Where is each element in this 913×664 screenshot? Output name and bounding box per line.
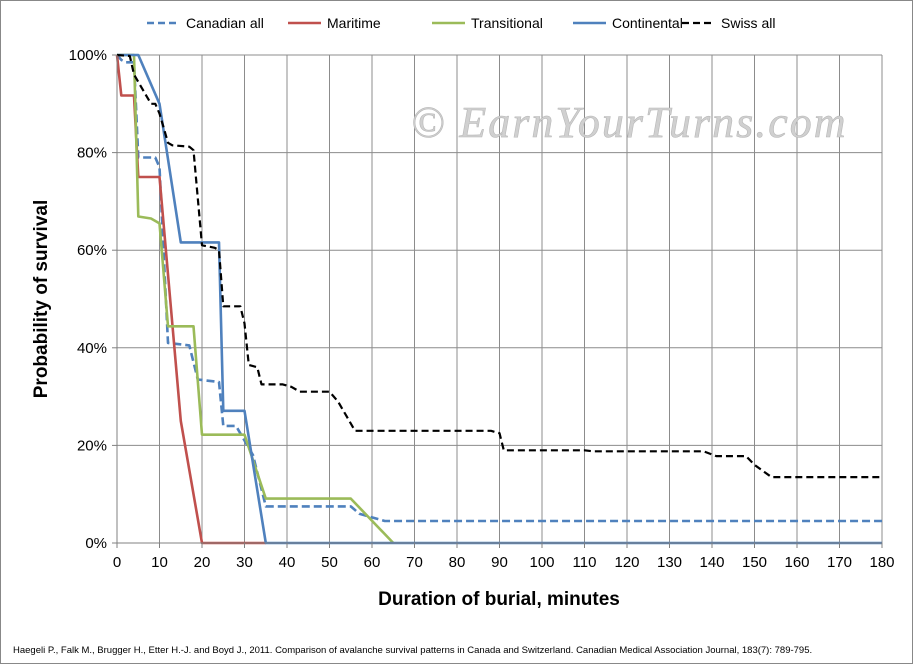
y-tick-label: 80% bbox=[77, 145, 107, 162]
y-tick-label: 0% bbox=[85, 535, 107, 552]
series-line-maritime bbox=[115, 54, 266, 545]
x-tick-labels: 0 10 20 30 40 50 60 70 80 90 100 110 120 130 140 150 160… bbox=[113, 554, 895, 571]
x-tick-label: 60 bbox=[364, 554, 381, 571]
legend-label: Transitional bbox=[471, 15, 543, 31]
x-tick-label: 150 bbox=[742, 554, 767, 571]
y-tick-label: 60% bbox=[77, 242, 107, 259]
series-layer bbox=[115, 53, 882, 545]
x-tick-label: 130 bbox=[657, 554, 682, 571]
x-axis-title: Duration of burial, minutes bbox=[378, 589, 620, 610]
x-tick-label: 50 bbox=[321, 554, 338, 571]
x-tick-label: 10 bbox=[151, 554, 168, 571]
x-tick-label: 160 bbox=[784, 554, 809, 571]
x-tick-label: 120 bbox=[614, 554, 639, 571]
legend-label: Maritime bbox=[327, 15, 381, 31]
x-tick-label: 140 bbox=[699, 554, 724, 571]
x-tick-label: 0 bbox=[113, 554, 121, 571]
legend-label: Canadian all bbox=[186, 15, 264, 31]
legend-label: Continental bbox=[612, 15, 683, 31]
watermark: © EarnYourTurns.com bbox=[411, 98, 848, 147]
x-tick-label: 170 bbox=[827, 554, 852, 571]
x-tick-label: 100 bbox=[529, 554, 554, 571]
series-line-continental bbox=[117, 53, 882, 545]
gridlines bbox=[117, 54, 883, 543]
y-axis-title: Probability of survival bbox=[31, 200, 52, 399]
x-tick-label: 110 bbox=[573, 554, 597, 571]
y-tick-labels: 0% 20% 40% 60% 80% 100% bbox=[69, 47, 107, 552]
x-tick-label: 30 bbox=[236, 554, 253, 571]
y-tick-label: 20% bbox=[77, 437, 107, 454]
y-tick-label: 100% bbox=[69, 47, 107, 64]
legend-label: Swiss all bbox=[721, 15, 775, 31]
x-tick-label: 80 bbox=[449, 554, 466, 571]
series-line-swiss-all bbox=[116, 53, 882, 479]
citation: Haegeli P., Falk M., Brugger H., Etter H… bbox=[13, 645, 812, 656]
series-line-transitional bbox=[117, 53, 395, 544]
axes bbox=[112, 54, 883, 548]
x-tick-label: 40 bbox=[279, 554, 296, 571]
legend: Canadian all Maritime Transitional Continen… bbox=[147, 15, 775, 31]
x-tick-label: 70 bbox=[406, 554, 423, 571]
x-tick-label: 90 bbox=[491, 554, 508, 571]
series-line-canadian-all bbox=[116, 54, 882, 523]
x-tick-label: 180 bbox=[869, 554, 894, 571]
x-tick-label: 20 bbox=[194, 554, 211, 571]
y-tick-label: 40% bbox=[77, 340, 107, 357]
